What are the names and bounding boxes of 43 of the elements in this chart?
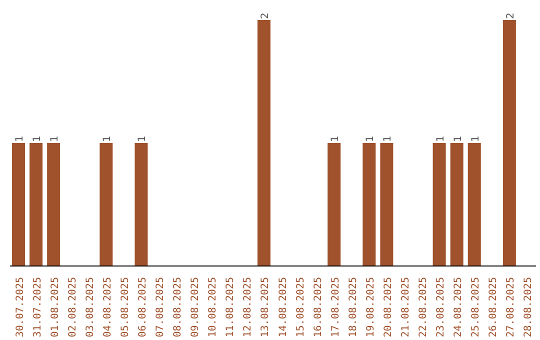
x-tick-label: 28.08.2025 bbox=[523, 277, 534, 338]
x-tick-label: 11.08.2025 bbox=[225, 277, 236, 338]
x-tick-label: 20.08.2025 bbox=[382, 277, 394, 338]
x-tick-label: 26.08.2025 bbox=[488, 277, 500, 338]
x-tick-label: 05.08.2025 bbox=[120, 277, 131, 338]
x-tick-label: 12.08.2025 bbox=[242, 277, 254, 338]
data-label: 1 bbox=[32, 136, 44, 142]
data-label: 2 bbox=[260, 12, 271, 19]
x-tick-label: 15.08.2025 bbox=[295, 277, 306, 338]
x-tick-label: 09.08.2025 bbox=[190, 277, 202, 338]
x-tick-label: 27.08.2025 bbox=[506, 277, 517, 338]
x-tick-label: 14.08.2025 bbox=[278, 277, 289, 338]
x-tick-label: 31.07.2025 bbox=[32, 277, 44, 338]
x-tick-label: 06.08.2025 bbox=[138, 277, 148, 338]
x-tick-label: 25.08.2025 bbox=[470, 277, 482, 338]
x-tick-label: 23.08.2025 bbox=[436, 277, 447, 338]
data-label: 1 bbox=[382, 136, 394, 142]
x-tick-label: 19.08.2025 bbox=[365, 277, 376, 338]
x-tick-label: 04.08.2025 bbox=[102, 277, 114, 338]
data-label: 1 bbox=[14, 136, 26, 142]
x-tick-label: 01.08.2025 bbox=[50, 277, 61, 338]
x-tick-label: 22.08.2025 bbox=[418, 277, 430, 338]
data-label: 1 bbox=[452, 136, 464, 142]
x-tick-label: 17.08.2025 bbox=[330, 277, 342, 338]
x-tick-label: 24.08.2025 bbox=[453, 277, 464, 338]
x-tick-label: 07.08.2025 bbox=[155, 277, 166, 338]
x-tick-label: 03.08.2025 bbox=[84, 277, 96, 338]
data-label: 2 bbox=[505, 12, 516, 19]
data-label: 1 bbox=[50, 136, 61, 142]
x-tick-label: 08.08.2025 bbox=[172, 277, 184, 338]
x-tick-label: 02.08.2025 bbox=[67, 277, 78, 338]
data-label: 1 bbox=[102, 136, 114, 142]
data-label: 1 bbox=[435, 136, 446, 142]
data-label: 1 bbox=[330, 136, 342, 142]
x-tick-label: 30.07.2025 bbox=[14, 277, 26, 338]
data-label: 1 bbox=[365, 136, 376, 142]
x-tick-label: 16.08.2025 bbox=[312, 277, 324, 338]
data-label: 1 bbox=[470, 136, 482, 142]
x-tick-label: 18.08.2025 bbox=[348, 277, 359, 338]
data-label: 1 bbox=[137, 136, 148, 142]
x-tick-label: 21.08.2025 bbox=[400, 277, 412, 338]
x-tick-label: 13.08.2025 bbox=[260, 277, 272, 338]
x-tick-label: 10.08.2025 bbox=[208, 277, 219, 338]
